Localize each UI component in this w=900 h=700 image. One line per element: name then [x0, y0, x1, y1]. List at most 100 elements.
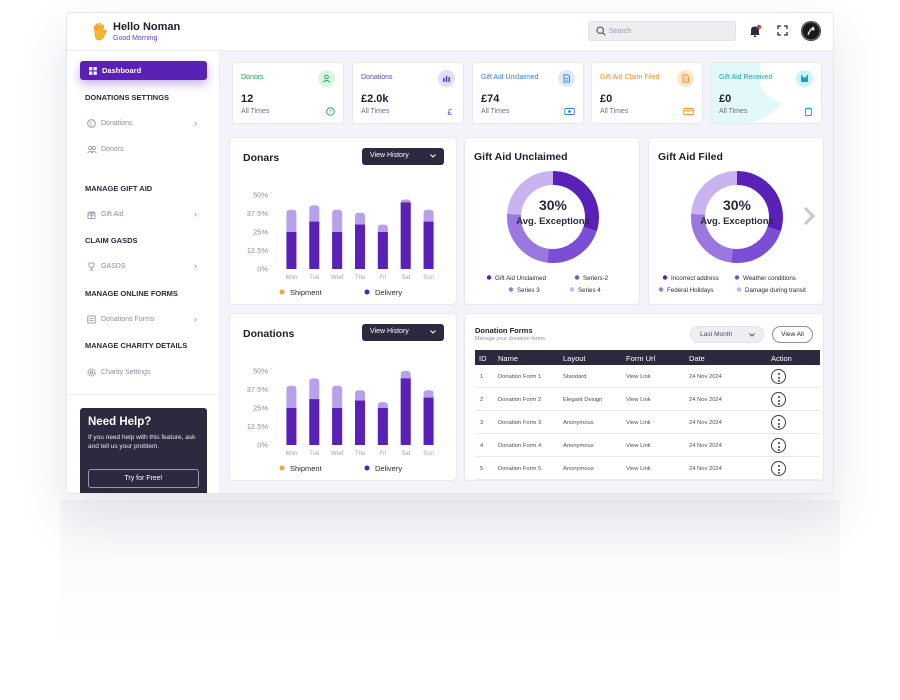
pound-coin-icon: £	[87, 119, 96, 128]
help-circle-icon: ?	[326, 107, 335, 116]
donut-inner	[704, 184, 770, 250]
y-tick-label: 12.5%	[247, 422, 269, 431]
donut-center-label: Avg. Exceptions	[700, 216, 774, 227]
sidebar-heading-charity: MANAGE CHARITY DETAILS	[85, 341, 188, 350]
table-cell: Standard	[563, 374, 587, 380]
y-tick-label: 37.5%	[247, 385, 269, 394]
y-tick-label: 12.5%	[247, 246, 269, 255]
table-cell[interactable]: View Link	[626, 397, 651, 403]
stat-label: Gift Aid Received	[719, 74, 773, 81]
pound-icon: £	[448, 107, 453, 116]
user-avatar[interactable]	[801, 21, 821, 41]
stat-card-donations[interactable]: Donations £2.0k All Times £	[352, 62, 464, 124]
sidebar-item-gasds[interactable]: GASDS ›	[85, 261, 199, 273]
donut-slice	[691, 171, 783, 263]
users-icon	[87, 145, 97, 154]
x-tick-label: Sun	[423, 275, 434, 281]
donut-center-label: Avg. Exceptions	[516, 216, 590, 227]
document-icon	[563, 74, 570, 83]
waving-hand-icon	[93, 22, 107, 41]
stat-card-gift-aid-received[interactable]: Gift Aid Received £0 All Times	[710, 62, 822, 124]
more-actions-icon[interactable]	[771, 461, 786, 476]
table-cell: 2	[480, 397, 484, 403]
y-tick-label: 25%	[253, 228, 268, 237]
sidebar-item-donations-forms[interactable]: Donations Forms ›	[85, 314, 199, 326]
legend-marker	[662, 275, 668, 280]
column-header: Name	[498, 354, 519, 363]
table-cell: 5	[480, 466, 484, 472]
svg-text:?: ?	[329, 110, 332, 116]
view-history-button[interactable]: View History	[362, 324, 444, 341]
greeting-subtitle: Good Morning	[113, 35, 158, 42]
sidebar-item-donors[interactable]: Donors	[85, 144, 199, 156]
gift-aid-filed-card: Gift Aid Filed Incorrect address Weather …	[648, 137, 824, 305]
column-header: Date	[689, 354, 705, 363]
more-actions-icon[interactable]	[771, 369, 786, 384]
stat-value: £0	[719, 93, 732, 105]
stat-sub: All Times	[481, 108, 510, 115]
search-input[interactable]: Search	[588, 21, 736, 41]
chevron-right-icon: ›	[194, 209, 197, 219]
more-actions-icon[interactable]	[771, 438, 786, 453]
table-cell: Donation Form 5	[498, 466, 542, 472]
x-tick-label: Mon	[286, 275, 298, 281]
gift-aid-unclaimed-donut: Gift Aid Unclaimed Seriers-2 Series 3 Serie…	[486, 171, 609, 294]
fullscreen-icon[interactable]	[777, 25, 788, 36]
stat-card-gift-aid-claim-filed[interactable]: Gift Aid Claim Filed £0 All Times	[591, 62, 703, 124]
sidebar-item-dashboard[interactable]: Dashboard	[80, 61, 207, 80]
greeting-title: Hello Noman	[113, 21, 181, 33]
view-history-label: View History	[370, 152, 409, 159]
table-cell: 3	[480, 420, 484, 426]
view-history-button[interactable]: View History	[362, 148, 444, 165]
stat-icon	[318, 70, 335, 87]
legend-marker	[279, 465, 285, 471]
table-row[interactable]: 4 Donation Form 4 Anonymous View Link 24 Nov…	[475, 434, 820, 457]
period-select[interactable]: Last Month	[690, 326, 764, 343]
clipboard-icon	[805, 107, 812, 116]
view-all-button[interactable]: View All	[772, 326, 813, 343]
money-icon	[564, 108, 575, 115]
more-actions-icon[interactable]	[771, 392, 786, 407]
sidebar-heading-gasds: CLAIM GASDS	[85, 236, 138, 245]
stat-card-gift-aid-unclaimed[interactable]: Gift Aid Unclaimed £74 All Times	[472, 62, 584, 124]
delivery-bar	[377, 232, 388, 269]
legend-label: Seriers-2	[583, 275, 609, 282]
sidebar-item-charity-settings[interactable]: Charity Settings	[85, 367, 199, 379]
table-cell[interactable]: View Link	[626, 466, 651, 472]
wallet-icon	[683, 108, 694, 115]
more-actions-icon[interactable]	[771, 415, 786, 430]
legend-label: Delivery	[375, 288, 402, 297]
delivery-bar	[355, 400, 365, 445]
chevron-right-icon[interactable]	[802, 206, 816, 226]
stat-card-donors[interactable]: Donors 12 All Times ?	[232, 62, 344, 124]
help-card: Need Help? If you need help with this fe…	[80, 408, 207, 493]
table-cell[interactable]: View Link	[626, 443, 651, 449]
table-cell: Anonymous	[563, 420, 594, 426]
table-row[interactable]: 1 Donation Form 1 Standard View Link 24 Nov …	[475, 365, 820, 388]
donut-slice	[507, 171, 599, 263]
table-cell[interactable]: View Link	[626, 374, 651, 380]
column-header: Form Url	[626, 354, 656, 363]
sidebar-item-gift-aid[interactable]: Gift Aid ›	[85, 209, 199, 221]
x-tick-label: Fri	[379, 275, 386, 281]
table-row[interactable]: 2 Donation Form 2 Elegant Design View Link 2…	[475, 388, 820, 411]
table-row[interactable]: 5 Donation Form 5 Anonymous View Link 24 Nov…	[475, 457, 820, 480]
legend-label: Weather conditions	[743, 275, 796, 282]
table-cell[interactable]: View Link	[626, 420, 651, 426]
y-tick-label: 50%	[253, 191, 268, 200]
notification-bell-icon[interactable]	[748, 24, 762, 38]
stat-value: £74	[481, 93, 500, 105]
table-cell: Anonymous	[563, 466, 594, 472]
y-tick-label: 50%	[253, 367, 268, 376]
try-for-free-button[interactable]: Try for Free!	[88, 469, 199, 488]
stat-icon	[677, 70, 694, 87]
sidebar-item-donations[interactable]: £ Donations ›	[85, 118, 199, 130]
legend-marker	[364, 289, 370, 295]
sidebar-item-label: Gift Aid	[101, 211, 124, 218]
stat-label: Gift Aid Unclaimed	[481, 74, 539, 81]
stat-sub: All Times	[600, 108, 629, 115]
sidebar-item-label: Dashboard	[102, 66, 142, 75]
table-row[interactable]: 3 Donation Form 3 Anonymous View Link 24 Nov…	[475, 411, 820, 434]
x-tick-label: Tue	[309, 451, 320, 457]
chevron-down-icon	[749, 333, 755, 337]
